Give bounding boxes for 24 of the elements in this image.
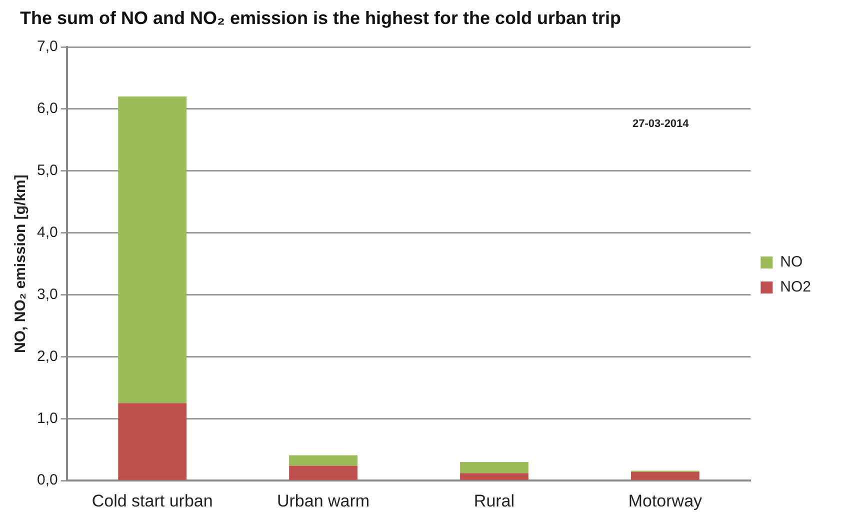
bar	[289, 455, 358, 466]
y-tick-label: 1,0	[36, 410, 58, 427]
bar	[460, 473, 528, 480]
x-tick-label: Cold start urban	[92, 491, 213, 510]
y-tick-label: 4,0	[36, 224, 58, 241]
y-axis-title: NO, NO₂ emission [g/km]	[12, 174, 30, 353]
x-tick-label: Rural	[474, 491, 515, 510]
y-tick-label: 5,0	[36, 162, 58, 180]
y-tick-label: 3,0	[36, 286, 58, 303]
legend-label: NO	[780, 254, 803, 271]
bar	[460, 462, 528, 474]
legend-label: NO2	[780, 278, 811, 296]
bar	[118, 403, 187, 480]
x-tick-label: Urban warm	[276, 491, 370, 510]
y-tick-label: 7,0	[36, 38, 58, 56]
x-tick-label: Motorway	[628, 491, 703, 510]
y-tick-label: 6,0	[36, 100, 58, 118]
annotation: 27-03-2014	[632, 118, 690, 130]
bar	[630, 472, 700, 480]
chart-title: The sum of NO and NO₂ emission is the highest for the cold urban trip	[20, 8, 622, 29]
y-tick-label: 2,0	[36, 348, 58, 365]
bar	[118, 96, 187, 404]
y-tick-label: 0,0	[36, 472, 58, 489]
bar	[289, 466, 358, 480]
